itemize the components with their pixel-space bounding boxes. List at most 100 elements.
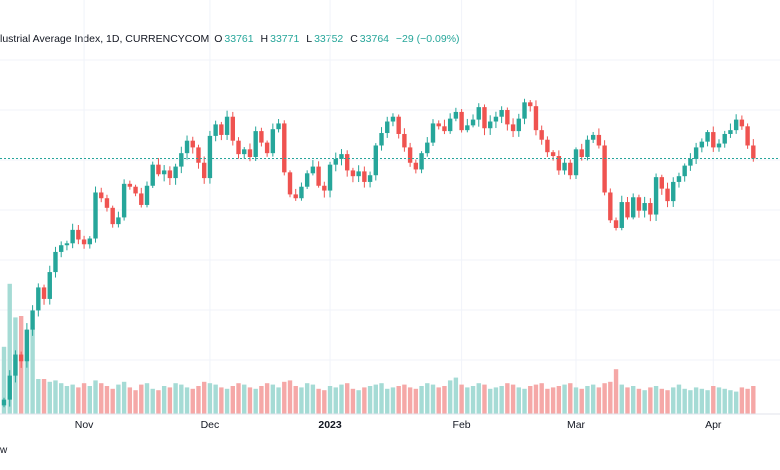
candle-body [562,162,567,171]
candle-body [390,116,396,122]
volume-bar [41,379,47,414]
candle-body [110,207,115,225]
candle-body [230,116,235,141]
candle [7,370,12,407]
candle-body [247,149,253,157]
footer-text: w [0,445,8,456]
candle [385,116,390,138]
candle-body [516,118,521,132]
candle [516,113,521,137]
candle-body [659,177,664,189]
candle [236,137,241,159]
candle-body [590,134,596,140]
candle-body [476,107,481,120]
candle-body [190,140,195,148]
candle-body [739,119,745,127]
candle [276,119,281,133]
candle [447,113,453,134]
candle [413,159,419,174]
volume-bar [447,380,453,414]
candle-body [207,135,213,179]
volume-bar [459,384,464,414]
candle-body [24,329,30,362]
candle-body [693,147,699,159]
x-axis-ticks: Nov Dec 2023 Feb Mar Apr [75,419,722,431]
candle-body [310,166,316,174]
candle [682,163,687,182]
volume-bar [350,388,356,414]
volume-bar [745,388,750,414]
candle [316,161,321,188]
candle [699,138,705,153]
candle-body [488,121,493,129]
volume-bar [190,388,195,414]
candle-body [728,130,733,134]
candle-body [64,243,70,246]
candle-body [602,145,607,193]
candle-body [556,156,562,171]
candle-body [585,139,590,157]
volume-bar [127,387,133,414]
candle [728,123,733,138]
legend-change: −29 (−0.09%) [395,33,460,45]
volume-bar [356,390,361,414]
volume-bar [236,383,241,414]
candle [36,283,41,317]
volume-bar [390,387,396,414]
candle-body [676,176,682,182]
volume-bar [70,384,75,414]
candle-body [396,116,401,134]
candle-body [745,126,750,146]
candle [362,166,367,188]
candle-body [36,287,41,311]
candle [745,123,750,149]
candle-body [7,375,12,400]
volume-bar [596,387,602,414]
volume-bar [631,386,636,414]
candle [608,188,613,223]
candle-body [442,126,447,132]
volume-bar [333,387,338,414]
volume-bar [642,390,647,414]
legend-close: C 33764 [350,33,389,45]
candle-body [522,102,527,119]
candle-body [299,186,304,199]
volume-bar [625,387,630,414]
volume-bar [282,381,287,414]
candle-body [550,152,556,157]
volume-bar [653,386,659,414]
volume-bar [699,388,705,414]
candle [442,119,447,135]
candle-body [470,119,476,126]
candle-body [93,192,98,239]
volume-bar [739,387,745,414]
volume-bar [562,384,567,414]
candle [219,121,224,141]
candle [596,128,602,149]
candle [751,139,756,162]
candle [47,265,52,305]
volume-bar [413,388,419,414]
candle-body [76,229,81,240]
candle [688,153,693,171]
volume-bar [224,388,230,414]
candle-body [430,123,436,143]
volume-bar [367,386,373,414]
volume-bar [470,386,476,414]
x-tick-label: Nov [75,419,94,431]
candle [550,150,556,161]
volume-bar [184,387,190,414]
candle [482,104,487,136]
candle [648,198,653,222]
candle-body [379,133,384,146]
volume-bar [253,388,258,414]
candle-body [407,147,413,163]
candle [522,98,527,125]
volume-bar [110,388,115,414]
candle-body [367,175,373,182]
candle-body [631,197,636,218]
candle-body [47,272,52,299]
volume-bar [202,381,207,414]
candle [18,351,24,368]
